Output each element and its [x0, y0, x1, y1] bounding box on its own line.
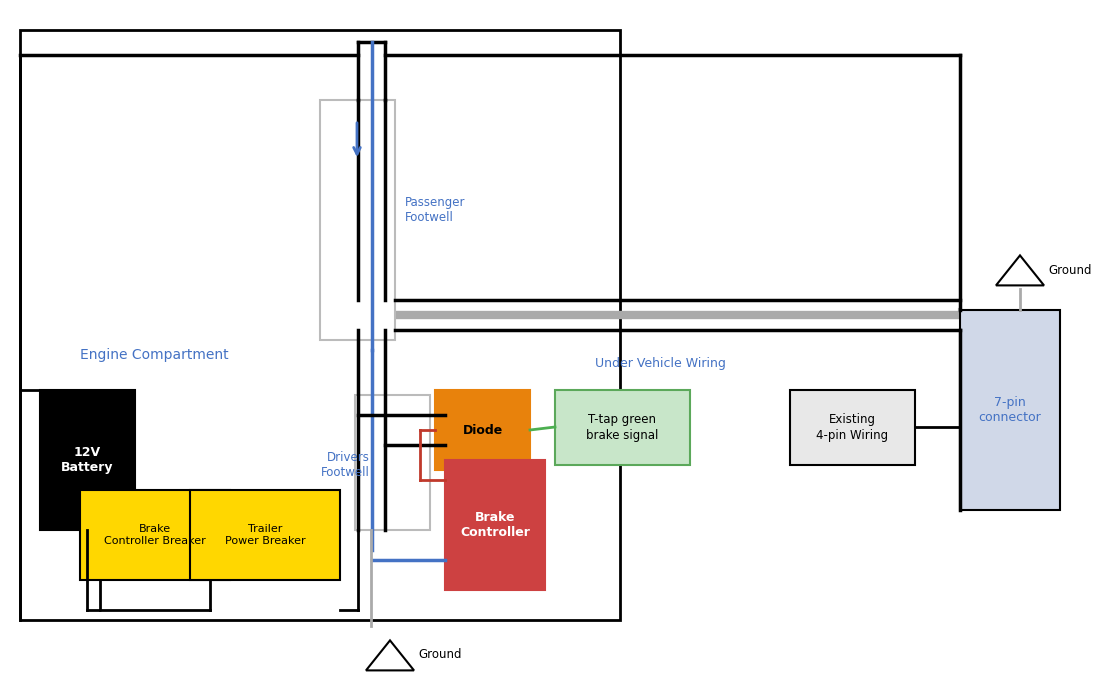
Text: Ground: Ground: [1049, 263, 1091, 277]
Polygon shape: [996, 255, 1044, 286]
Bar: [790, 390, 915, 465]
Text: Trailer
Power Breaker: Trailer Power Breaker: [225, 524, 305, 546]
Text: Ground: Ground: [419, 648, 461, 662]
Text: Under Vehicle Wiring: Under Vehicle Wiring: [594, 357, 725, 370]
Bar: [320, 100, 395, 340]
Bar: [960, 310, 1060, 510]
Bar: [190, 490, 340, 580]
Text: Engine Compartment: Engine Compartment: [79, 348, 228, 362]
Text: T-tap green
brake signal: T-tap green brake signal: [586, 414, 659, 441]
Bar: [435, 390, 530, 470]
Text: Brake
Controller Breaker: Brake Controller Breaker: [104, 524, 206, 546]
Text: Brake
Controller: Brake Controller: [460, 511, 530, 539]
Bar: [555, 390, 690, 465]
Text: Diode: Diode: [462, 423, 502, 436]
Bar: [445, 460, 545, 590]
Bar: [40, 390, 135, 530]
Text: 7-pin
connector: 7-pin connector: [979, 396, 1042, 424]
Text: Drivers
Footwell: Drivers Footwell: [321, 451, 370, 479]
Text: 12V
Battery: 12V Battery: [62, 446, 114, 474]
Bar: [20, 30, 620, 620]
Bar: [79, 490, 231, 580]
Text: Passenger
Footwell: Passenger Footwell: [405, 196, 466, 224]
Polygon shape: [366, 640, 414, 671]
Text: Existing
4-pin Wiring: Existing 4-pin Wiring: [817, 414, 888, 441]
Bar: [355, 395, 430, 530]
